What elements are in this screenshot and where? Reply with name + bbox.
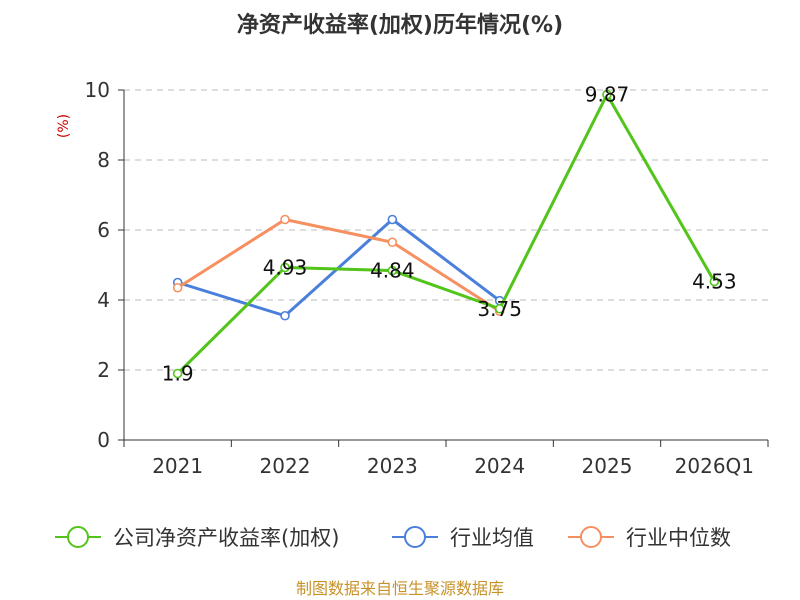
x-tick-label-2024: 2024 (474, 454, 525, 478)
data-label-2025: 9.87 (585, 83, 630, 107)
data-point-2-2022 (280, 214, 290, 225)
data-label-2024: 3.75 (477, 297, 522, 321)
y-axis-unit-label: (%) (56, 114, 72, 138)
legend-item-1: 行业均值 (392, 526, 534, 550)
legend-marker-0 (67, 526, 89, 548)
legend: 公司净资产收益率(加权) 行业均值 行业中位数 (55, 526, 731, 550)
legend-item-2: 行业中位数 (568, 526, 731, 550)
data-point-0-2023 (387, 265, 398, 276)
data-point-2-2021 (172, 282, 183, 293)
y-tick-label-8: 8 (97, 148, 110, 172)
data-label-2021: 1.9 (162, 362, 194, 386)
legend-label-1: 行业均值 (450, 526, 534, 550)
x-tick-label-2023: 2023 (367, 454, 418, 478)
data-point-0-2022 (280, 262, 290, 273)
y-tick-label-10: 10 (85, 78, 110, 102)
series-0 (172, 89, 720, 379)
y-tick-label-6: 6 (97, 218, 110, 242)
legend-marker-1 (404, 526, 426, 548)
data-point-1-2023 (387, 214, 398, 225)
y-tick-label-4: 4 (97, 288, 110, 312)
x-tick-label-2022: 2022 (260, 454, 311, 478)
data-point-0-2026Q1 (709, 276, 720, 287)
grid-lines (124, 89, 768, 371)
data-label-2022: 4.93 (263, 255, 308, 279)
data-label-2023: 4.84 (370, 259, 415, 283)
chart-title: 净资产收益率(加权)历年情况(%) (237, 12, 563, 38)
data-point-0-2025 (602, 89, 612, 100)
legend-label-2: 行业中位数 (626, 526, 731, 550)
y-tick-label-0: 0 (97, 428, 110, 452)
y-tick-label-2: 2 (97, 358, 110, 382)
data-source-note: 制图数据来自恒生聚源数据库 (296, 579, 504, 598)
legend-label-0: 公司净资产收益率(加权) (113, 526, 339, 550)
data-point-0-2021 (172, 368, 183, 379)
legend-item-0: 公司净资产收益率(加权) (55, 526, 339, 550)
series-line-2 (176, 218, 501, 313)
data-point-1-2022 (280, 310, 290, 321)
series-2 (172, 214, 505, 317)
legend-marker-2 (580, 526, 602, 548)
series-line-0 (176, 93, 716, 375)
data-labels: 1.9 4.93 4.84 3.75 9.87 4.53 (162, 83, 737, 386)
x-tick-label-2025: 2025 (582, 454, 633, 478)
series-layer (172, 89, 720, 379)
data-point-2-2023 (387, 237, 398, 248)
axes: 0 2 4 6 8 10 2021 2022 2023 2024 2025 2026Q1 (85, 78, 769, 478)
x-tick-label-2026Q1: 2026Q1 (675, 454, 754, 478)
data-label-2026Q1: 4.53 (692, 269, 737, 293)
data-point-0-2024 (494, 303, 505, 314)
x-tick-label-2021: 2021 (152, 454, 203, 478)
